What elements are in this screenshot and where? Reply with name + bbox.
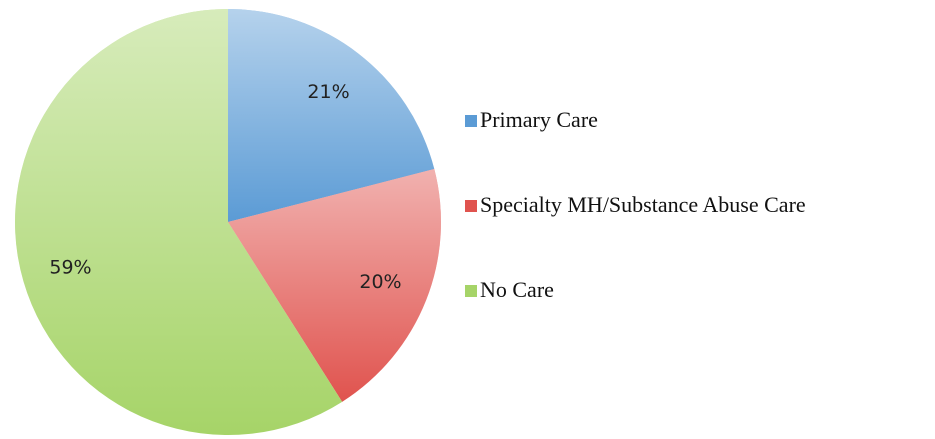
slice-group (228, 9, 435, 222)
legend-label: Primary Care (480, 107, 598, 132)
slice-shine (228, 169, 441, 402)
slice-group (15, 9, 343, 435)
slice-shine (228, 9, 435, 222)
legend-label: Specialty MH/Substance Abuse Care (480, 192, 806, 217)
legend-swatch (465, 200, 477, 212)
value-label: 59% (49, 256, 91, 278)
slice-group (228, 169, 441, 402)
legend-label: No Care (480, 277, 554, 302)
legend-swatch (465, 285, 477, 297)
slice-shine (15, 9, 343, 435)
legend-swatch (465, 115, 477, 127)
value-label: 20% (359, 271, 401, 293)
value-label: 21% (307, 81, 349, 103)
